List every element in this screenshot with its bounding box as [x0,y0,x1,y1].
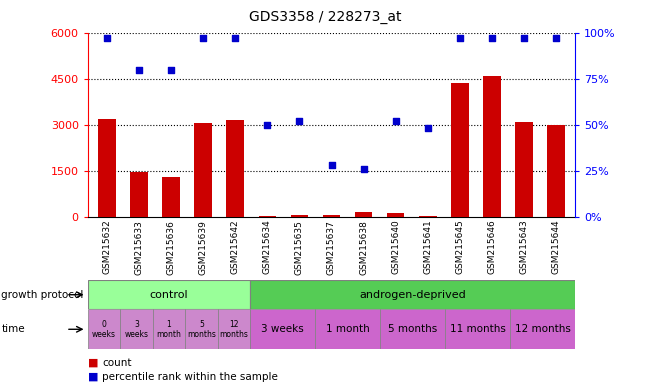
Point [454,35,465,41]
Text: 3
weeks: 3 weeks [125,319,148,339]
Point [102,35,112,41]
Bar [120,309,153,349]
Text: growth protocol: growth protocol [1,290,84,300]
Point [422,126,433,132]
Text: 0
weeks: 0 weeks [92,319,116,339]
Text: 12
months: 12 months [220,319,248,339]
Point [294,118,305,124]
Bar [259,216,276,217]
Text: 1 month: 1 month [326,324,370,334]
Text: time: time [1,324,25,334]
Point [519,35,529,41]
Bar [547,125,565,217]
Bar [315,309,380,349]
Bar [250,280,575,309]
Bar [483,76,500,217]
Bar [130,172,148,217]
Text: ■: ■ [88,358,98,368]
Point [134,66,144,73]
Text: 5
months: 5 months [187,319,216,339]
Text: 12 months: 12 months [515,324,571,334]
Point [262,122,272,128]
Bar [194,123,212,217]
Bar [380,309,445,349]
Text: percentile rank within the sample: percentile rank within the sample [102,372,278,382]
Bar [250,309,315,349]
Text: 11 months: 11 months [450,324,506,334]
Bar [419,216,437,217]
Bar [153,309,185,349]
Bar [355,212,372,217]
Point [166,66,176,73]
Bar [88,280,250,309]
Bar [451,83,469,217]
Text: 5 months: 5 months [388,324,437,334]
Bar [445,309,510,349]
Text: 1
month: 1 month [157,319,181,339]
Point [358,166,369,172]
Point [198,35,209,41]
Bar [98,119,116,217]
Bar [218,309,250,349]
Text: ■: ■ [88,372,98,382]
Point [391,118,401,124]
Text: androgen-deprived: androgen-deprived [359,290,466,300]
Point [230,35,240,41]
Bar [515,122,533,217]
Text: count: count [102,358,131,368]
Text: GDS3358 / 228273_at: GDS3358 / 228273_at [249,10,401,23]
Point [326,162,337,169]
Bar [226,120,244,217]
Bar [322,215,341,217]
Point [551,35,561,41]
Bar [185,309,218,349]
Bar [88,309,120,349]
Bar [510,309,575,349]
Text: 3 weeks: 3 weeks [261,324,304,334]
Bar [291,215,308,217]
Text: control: control [150,290,188,300]
Point [487,35,497,41]
Bar [387,213,404,217]
Bar [162,177,180,217]
